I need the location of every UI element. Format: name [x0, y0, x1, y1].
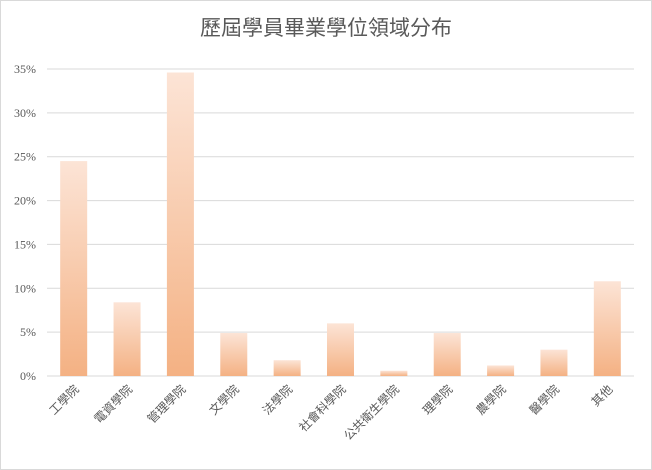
bar	[593, 281, 621, 376]
bars	[60, 72, 621, 376]
y-tick-label: 15%	[14, 237, 36, 251]
bar	[166, 72, 194, 376]
y-tick-label: 20%	[14, 194, 36, 208]
bar	[220, 333, 248, 376]
bar	[380, 370, 408, 376]
x-category-label: 法學院	[260, 382, 295, 417]
bar	[487, 365, 515, 376]
bar	[540, 349, 568, 376]
x-category-label: 電資學院	[91, 382, 135, 426]
x-category-label: 公共衛生學院	[341, 382, 402, 443]
y-tick-label: 35%	[14, 62, 36, 76]
bar	[273, 360, 301, 376]
bar	[327, 323, 354, 376]
x-category-label: 社會科學院	[296, 382, 349, 435]
gridlines	[47, 68, 634, 377]
y-tick-label: 30%	[14, 106, 36, 120]
y-tick-label: 25%	[14, 150, 36, 164]
y-tick-label: 5%	[20, 325, 36, 339]
x-category-label: 管理學院	[144, 382, 189, 427]
x-category-label: 理學院	[420, 382, 455, 417]
chart-title: 歷屆學員畢業學位領域分布	[200, 16, 452, 40]
y-axis-ticks: 0% 5% 10% 15% 20% 25% 30% 35%	[14, 62, 36, 383]
y-tick-label: 10%	[14, 281, 36, 295]
bar	[113, 302, 141, 376]
x-category-label: 農學院	[473, 382, 508, 417]
bar	[60, 161, 88, 376]
bar	[433, 333, 461, 376]
x-category-label: 文學院	[206, 382, 242, 418]
x-category-label: 其他	[589, 382, 616, 409]
y-tick-label: 0%	[20, 369, 36, 383]
x-category-label: 工學院	[46, 382, 81, 417]
x-category-label: 醫學院	[527, 382, 562, 417]
